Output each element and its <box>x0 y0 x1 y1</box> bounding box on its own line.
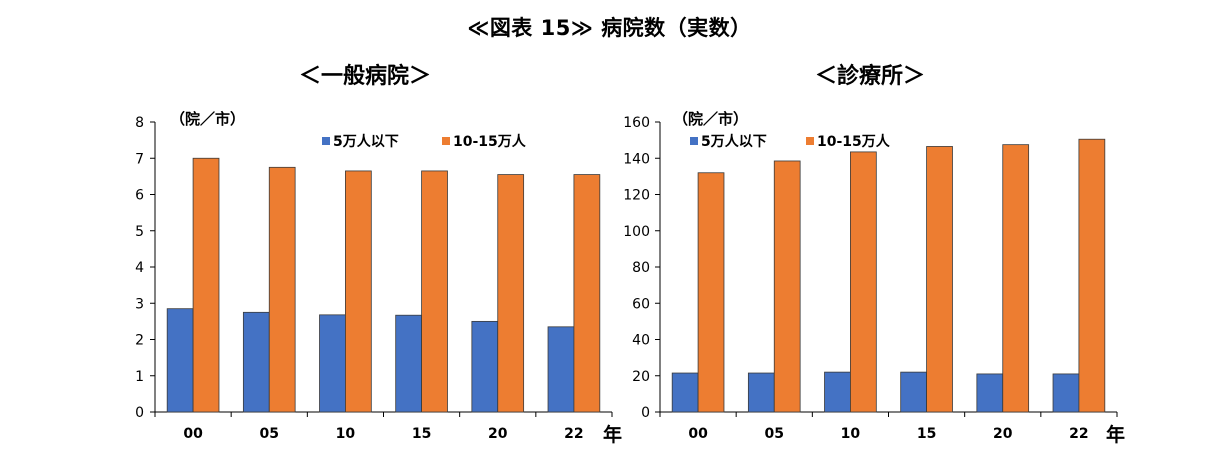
bar-small-city-00 <box>671 372 699 413</box>
x-tick-label: 20 <box>993 426 1013 442</box>
y-tick-label: 4 <box>135 260 144 276</box>
x-tick-label: 05 <box>260 426 279 442</box>
y-tick-label: 8 <box>135 115 144 131</box>
bar-mid-city-00 <box>192 157 220 413</box>
legend-label: 5万人以下 <box>333 133 399 150</box>
figure-title: ≪図表 15≫ 病院数（実数） <box>467 16 752 40</box>
y-tick-label: 60 <box>632 296 650 312</box>
legend-swatch <box>322 137 330 145</box>
legend-swatch <box>442 137 450 145</box>
x-tick-label: 20 <box>488 426 508 442</box>
bar-small-city-05 <box>747 372 775 413</box>
bar-mid-city-10 <box>850 151 877 413</box>
bar-small-city-10 <box>319 314 346 413</box>
bar-mid-city-20 <box>497 174 525 413</box>
chart-title-clinics: ＜診療所＞ <box>814 64 925 89</box>
bar-mid-city-15 <box>421 170 448 413</box>
bar-small-city-22 <box>1052 373 1080 413</box>
y-tick-label: 7 <box>135 151 144 167</box>
bar-mid-city-22 <box>1078 138 1106 413</box>
y-unit-label: （院／市） <box>673 110 748 128</box>
bar-mid-city-20 <box>1002 144 1030 413</box>
y-tick-label: 2 <box>135 333 144 349</box>
x-tick-label: 22 <box>1069 426 1088 442</box>
bar-small-city-20 <box>976 373 1004 413</box>
x-tick-label: 10 <box>841 426 861 442</box>
bar-mid-city-05 <box>773 160 801 413</box>
x-tick-label: 05 <box>765 426 784 442</box>
bar-small-city-20 <box>471 320 499 413</box>
x-axis-year-suffix: 年 <box>603 423 622 446</box>
x-axis-year-suffix: 年 <box>1106 423 1125 446</box>
bar-mid-city-15 <box>926 146 953 413</box>
bar-mid-city-05 <box>268 166 296 413</box>
bar-small-city-15 <box>900 371 927 413</box>
y-tick-label: 3 <box>135 296 144 312</box>
y-tick-label: 5 <box>135 224 144 240</box>
bar-small-city-15 <box>395 314 422 413</box>
y-tick-label: 0 <box>641 405 650 421</box>
legend-label: 10-15万人 <box>817 133 891 150</box>
x-tick-label: 10 <box>336 426 356 442</box>
x-tick-label: 00 <box>183 426 203 442</box>
y-tick-label: 120 <box>623 188 650 204</box>
x-tick-label: 22 <box>564 426 583 442</box>
y-tick-label: 20 <box>632 369 650 385</box>
bar-small-city-22 <box>547 326 575 413</box>
y-tick-label: 80 <box>632 260 650 276</box>
bar-mid-city-00 <box>697 172 725 413</box>
legend-label: 5万人以下 <box>701 133 767 150</box>
legend-swatch <box>690 137 698 145</box>
y-tick-label: 0 <box>135 405 144 421</box>
y-tick-label: 1 <box>135 369 144 385</box>
x-tick-label: 15 <box>917 426 936 442</box>
y-tick-label: 100 <box>623 224 650 240</box>
y-unit-label: （院／市） <box>170 110 245 128</box>
y-tick-label: 6 <box>135 188 144 204</box>
bar-mid-city-10 <box>345 170 372 413</box>
legend-swatch <box>806 137 814 145</box>
y-tick-label: 160 <box>623 115 650 131</box>
x-tick-label: 00 <box>688 426 708 442</box>
bar-mid-city-22 <box>573 174 601 413</box>
bar-small-city-10 <box>824 371 851 413</box>
chart-title-general-hospitals: ＜一般病院＞ <box>298 64 431 89</box>
legend-label: 10-15万人 <box>453 133 527 150</box>
x-tick-label: 15 <box>412 426 431 442</box>
y-tick-label: 140 <box>623 151 650 167</box>
y-tick-label: 40 <box>632 333 650 349</box>
